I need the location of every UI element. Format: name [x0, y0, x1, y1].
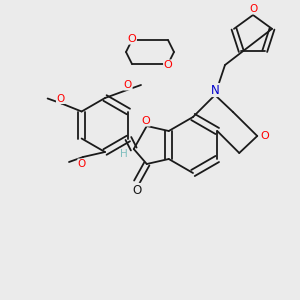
Text: O: O [164, 60, 172, 70]
Text: H: H [120, 149, 127, 159]
Text: O: O [78, 159, 86, 169]
Text: O: O [56, 94, 65, 103]
Text: O: O [128, 34, 136, 44]
Text: O: O [261, 131, 270, 141]
Text: N: N [211, 83, 219, 97]
Text: O: O [124, 80, 132, 90]
Text: O: O [250, 4, 258, 14]
Text: O: O [141, 116, 150, 126]
Text: O: O [132, 184, 141, 196]
